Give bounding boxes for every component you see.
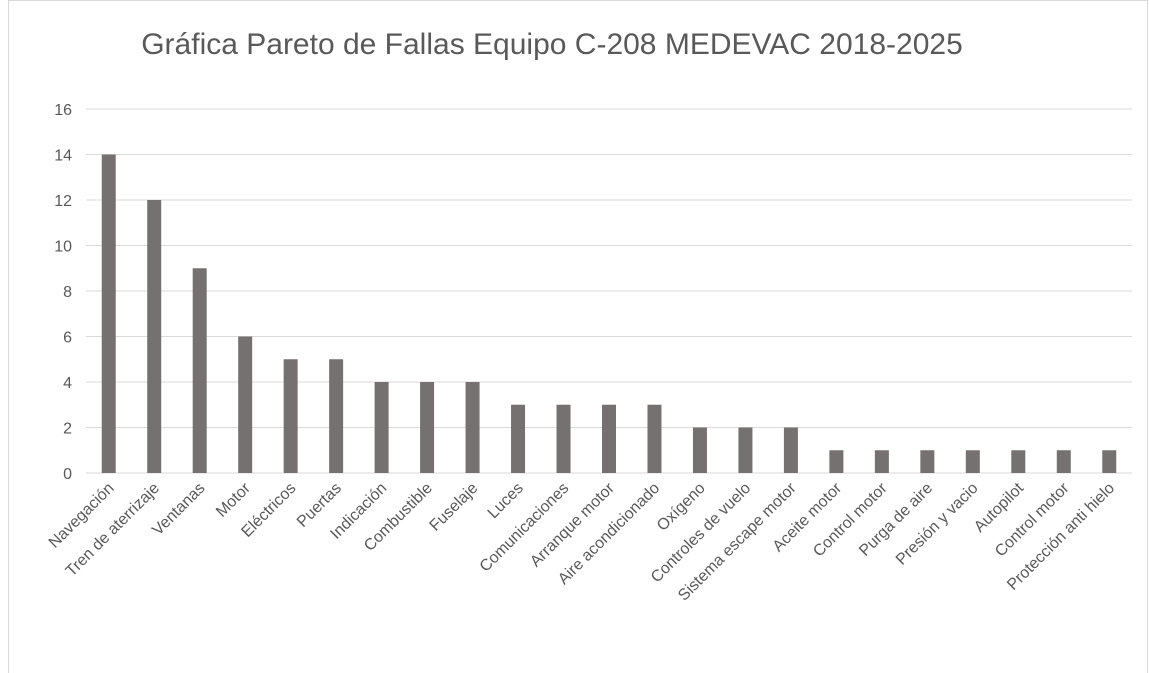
bar [738, 427, 753, 473]
bar [283, 359, 298, 473]
bar [1056, 450, 1071, 473]
bar [511, 404, 526, 473]
y-tick-label: 4 [63, 375, 72, 392]
x-tick-label: Arranque motor [527, 479, 618, 570]
x-tick-label: Luces [485, 480, 527, 522]
y-tick-label: 10 [54, 239, 72, 256]
x-tick-label: Presión y vacio [893, 480, 982, 569]
bar [420, 382, 435, 473]
y-tick-label: 16 [54, 102, 72, 119]
bar [647, 404, 662, 473]
bar [783, 427, 798, 473]
bar [238, 336, 253, 473]
bar [147, 200, 162, 473]
bar [602, 404, 616, 473]
bar [192, 268, 207, 473]
y-tick-label: 2 [63, 421, 72, 438]
chart-border [8, 0, 1148, 673]
y-tick-label: 0 [63, 466, 72, 483]
y-tick-label: 12 [54, 193, 72, 210]
bar [965, 450, 980, 473]
bar [374, 382, 389, 473]
bar [329, 359, 344, 473]
x-tick-label: Motor [213, 479, 254, 520]
bar [829, 450, 844, 473]
bar [465, 382, 480, 473]
y-tick-label: 14 [54, 148, 72, 165]
bar [101, 154, 116, 473]
bar [556, 404, 571, 473]
bar [920, 450, 935, 473]
bar [874, 450, 889, 473]
bar [1102, 450, 1117, 473]
y-tick-label: 6 [63, 330, 72, 347]
bar [1011, 450, 1026, 473]
y-tick-label: 8 [63, 284, 72, 301]
chart-title: Gráfica Pareto de Fallas Equipo C-208 ME… [141, 28, 963, 61]
bar [692, 427, 707, 473]
x-tick-label: Fuselaje [427, 480, 482, 535]
